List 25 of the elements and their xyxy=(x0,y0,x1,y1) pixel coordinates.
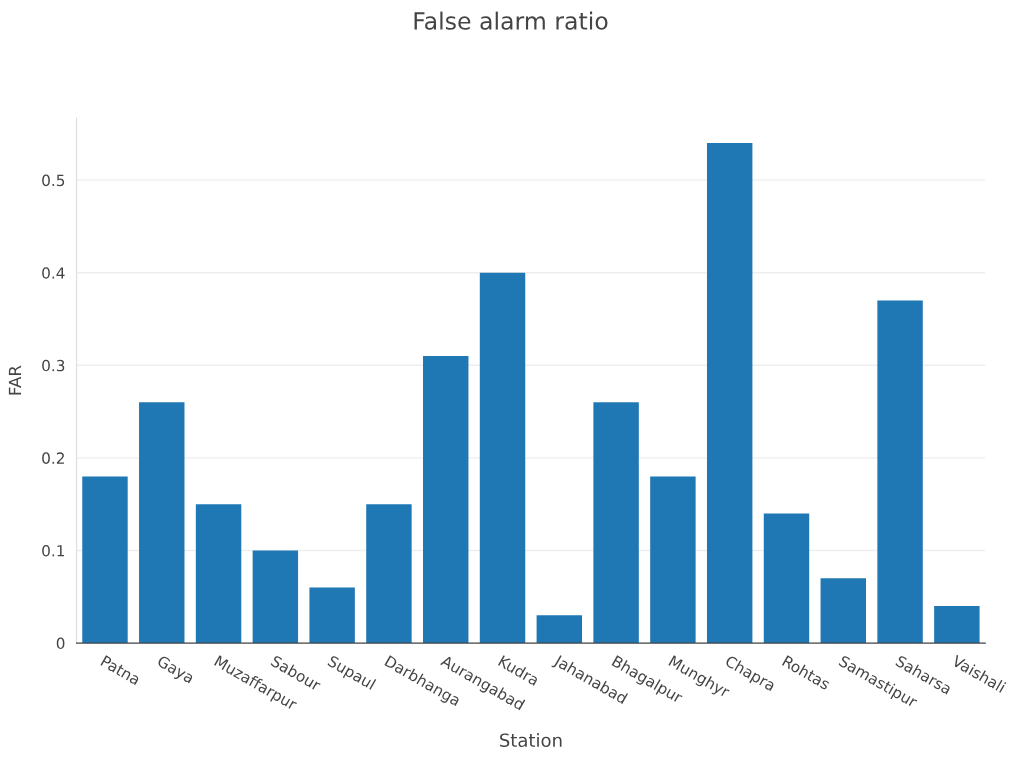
bar xyxy=(309,587,355,644)
y-tick-label: 0.1 xyxy=(42,544,65,557)
bar xyxy=(139,402,185,644)
bar xyxy=(820,578,866,644)
bar xyxy=(650,476,696,644)
bar xyxy=(877,300,923,644)
y-tick-label: 0.5 xyxy=(42,174,65,187)
y-axis-title: FAR xyxy=(8,365,22,395)
bar xyxy=(934,606,980,644)
bar xyxy=(536,615,583,644)
y-tick-label: 0.4 xyxy=(42,267,65,279)
bar xyxy=(593,402,639,644)
x-axis-title: Station xyxy=(500,733,562,748)
bar xyxy=(479,272,526,644)
chart-title: False alarm ratio xyxy=(414,11,608,30)
bar xyxy=(706,143,753,644)
bar xyxy=(763,513,810,644)
bar xyxy=(195,504,242,644)
y-tick-label: 0 xyxy=(56,637,65,650)
bar xyxy=(82,476,128,644)
bar xyxy=(423,356,469,644)
y-tick-label: 0.3 xyxy=(42,359,65,372)
y-tick-label: 0.2 xyxy=(42,452,64,464)
bar xyxy=(252,550,299,644)
bar xyxy=(366,504,412,644)
